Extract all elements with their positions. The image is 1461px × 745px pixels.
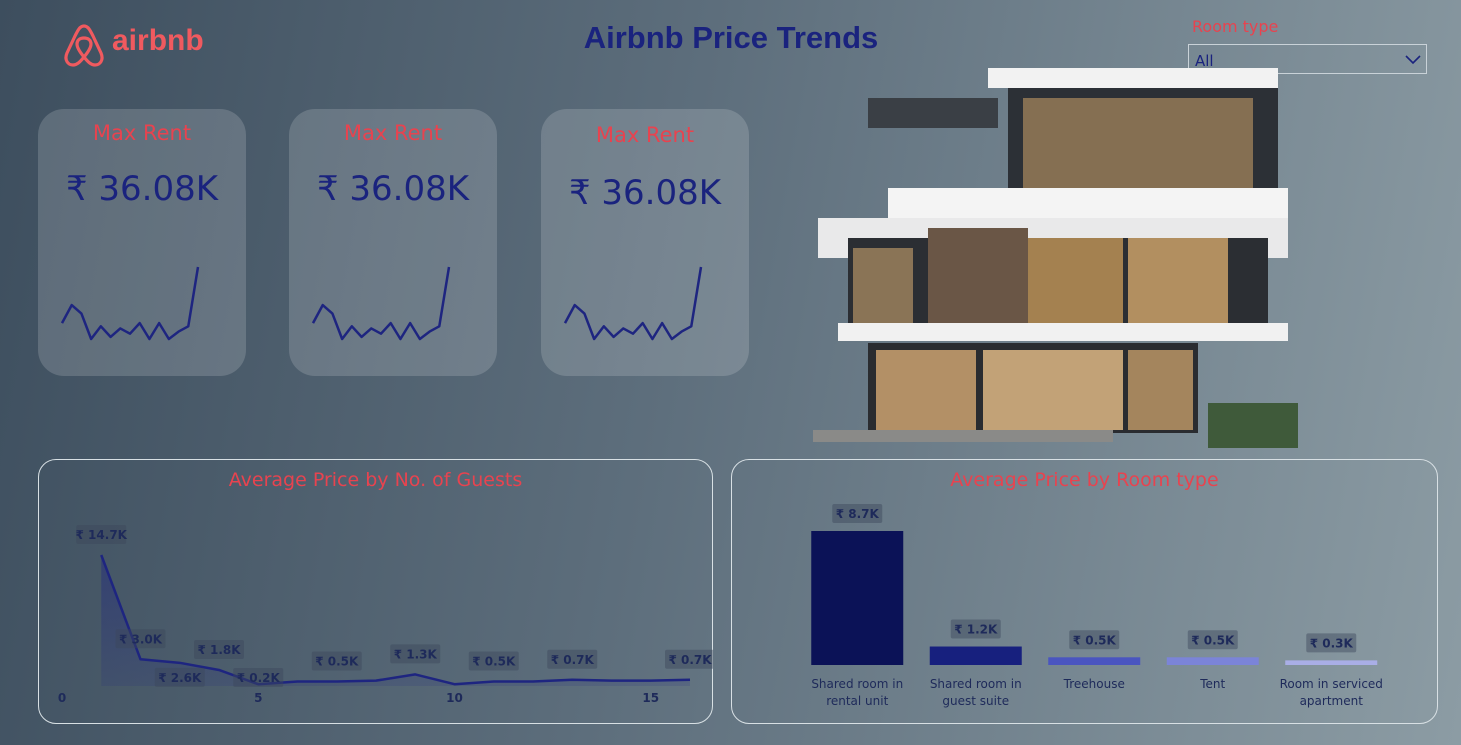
- bar: [929, 646, 1022, 665]
- data-label-text: ₹ 0.5K: [1073, 633, 1117, 647]
- chart-title: Average Price by Room type: [950, 469, 1219, 491]
- house-image: [813, 68, 1298, 448]
- area: [101, 555, 690, 686]
- data-label: ₹ 8.7K: [832, 504, 883, 523]
- category-label: Shared room in rental unit: [811, 677, 904, 708]
- kpi-title: Max Rent: [92, 121, 192, 145]
- kpi-value: ₹ 36.08K: [316, 169, 470, 209]
- data-label-text: ₹ 1.8K: [197, 643, 241, 657]
- room-type-dropdown[interactable]: All: [1188, 44, 1427, 74]
- bar: [1166, 657, 1259, 665]
- line: [100, 554, 691, 686]
- data-label: ₹ 0.3K: [1306, 633, 1357, 653]
- data-label-text: ₹ 1.3K: [394, 647, 438, 661]
- data-label: ₹ 0.5K: [1187, 630, 1238, 650]
- sparkline-path: [563, 266, 703, 341]
- logo: airbnb: [62, 22, 212, 68]
- x-tick-label: 15: [642, 691, 659, 705]
- data-label-text: ₹ 1.2K: [954, 623, 998, 637]
- label-background: [468, 651, 519, 671]
- kpi-title: Max Rent: [595, 123, 695, 147]
- data-label: ₹ 0.5K: [311, 651, 362, 671]
- logo-icon: [64, 24, 104, 67]
- label-background: [194, 639, 244, 659]
- data-label-text: ₹ 8.7K: [836, 507, 880, 521]
- label-background: [115, 629, 166, 649]
- label-background: [154, 667, 205, 687]
- page-title: Airbnb Price Trends: [583, 20, 879, 55]
- data-label: ₹ 0.7K: [547, 649, 598, 669]
- kpi-value: ₹ 36.08K: [65, 169, 219, 209]
- label-background: [233, 668, 284, 687]
- kpi-card: Max Rent ₹ 36.08K: [541, 109, 749, 376]
- label-background: [665, 649, 713, 669]
- label-background: [950, 619, 1001, 639]
- x-tick-label: 5: [254, 691, 262, 705]
- roomtype-chart: ₹ 8.7K ₹ 1.2K ₹ 0.5K ₹ 0.5K ₹ 0.3K: [811, 504, 1378, 665]
- label-background: [1069, 630, 1120, 650]
- roomtype-panel: Average Price by Room type: [731, 459, 1438, 724]
- label-background: [547, 649, 598, 669]
- data-label: ₹ 2.6K: [154, 667, 205, 687]
- label-background: [1306, 633, 1357, 653]
- filter-label: Room type: [1192, 17, 1279, 36]
- data-label-text: ₹ 0.5K: [472, 655, 516, 669]
- data-label-text: ₹ 2.6K: [158, 671, 202, 685]
- data-label-text: ₹ 0.7K: [668, 653, 712, 667]
- sparkline-path: [60, 266, 200, 341]
- x-tick-label: 0: [58, 691, 66, 705]
- data-label-text: ₹ 3.0K: [119, 632, 163, 646]
- chart-title: Average Price by No. of Guests: [228, 469, 523, 491]
- bar: [1285, 660, 1378, 665]
- label-background: [390, 644, 441, 664]
- guests-panel: Average Price by No. of Guests: [38, 459, 713, 724]
- category-label: Room in serviced apartment: [1279, 677, 1383, 708]
- category-label: Tent: [1200, 677, 1226, 691]
- kpi-value: ₹ 36.08K: [568, 173, 722, 213]
- x-tick-label: 10: [446, 691, 463, 705]
- sparkline: [311, 266, 451, 341]
- bar: [1048, 657, 1141, 665]
- data-label-text: ₹ 0.5K: [315, 655, 359, 669]
- category-label: Treehouse: [1063, 677, 1125, 691]
- data-label: ₹ 3.0K: [115, 629, 166, 649]
- data-label: ₹ 1.3K: [390, 644, 441, 664]
- sparkline: [563, 266, 703, 341]
- sparkline-path: [311, 266, 451, 341]
- kpi-card: Max Rent ₹ 36.08K: [38, 109, 246, 376]
- label-background: [832, 504, 883, 523]
- chevron: [1405, 55, 1421, 65]
- data-label-text: ₹ 0.3K: [1310, 636, 1354, 650]
- kpi-card: Max Rent ₹ 36.08K: [289, 109, 497, 376]
- data-label: ₹ 0.5K: [1069, 630, 1120, 650]
- category-label: Shared room in guest suite: [929, 677, 1022, 708]
- label-background: [76, 525, 127, 544]
- data-label: ₹ 0.7K: [665, 649, 713, 669]
- kpi-title: Max Rent: [343, 121, 443, 145]
- data-label-text: ₹ 14.7K: [76, 528, 128, 542]
- data-label: ₹ 14.7K: [76, 525, 128, 544]
- sparkline: [60, 266, 200, 341]
- data-label-text: ₹ 0.2K: [237, 671, 281, 685]
- data-label: ₹ 1.8K: [194, 639, 244, 659]
- data-label-text: ₹ 0.7K: [551, 653, 595, 667]
- guests-chart: 0 5 10 15 ₹ 14.7K ₹ 3.0K ₹ 2.6K ₹ 1.8K ₹ 0.2K ₹ 0…: [58, 525, 713, 705]
- data-label-text: ₹ 0.5K: [1191, 633, 1235, 647]
- label-background: [1187, 630, 1238, 650]
- label-background: [311, 651, 362, 671]
- data-label: ₹ 1.2K: [950, 619, 1001, 639]
- logo-text: airbnb: [112, 24, 204, 57]
- data-label: ₹ 0.5K: [468, 651, 519, 671]
- bar: [811, 531, 904, 665]
- dropdown-value: All: [1195, 52, 1214, 70]
- data-label: ₹ 0.2K: [233, 668, 284, 687]
